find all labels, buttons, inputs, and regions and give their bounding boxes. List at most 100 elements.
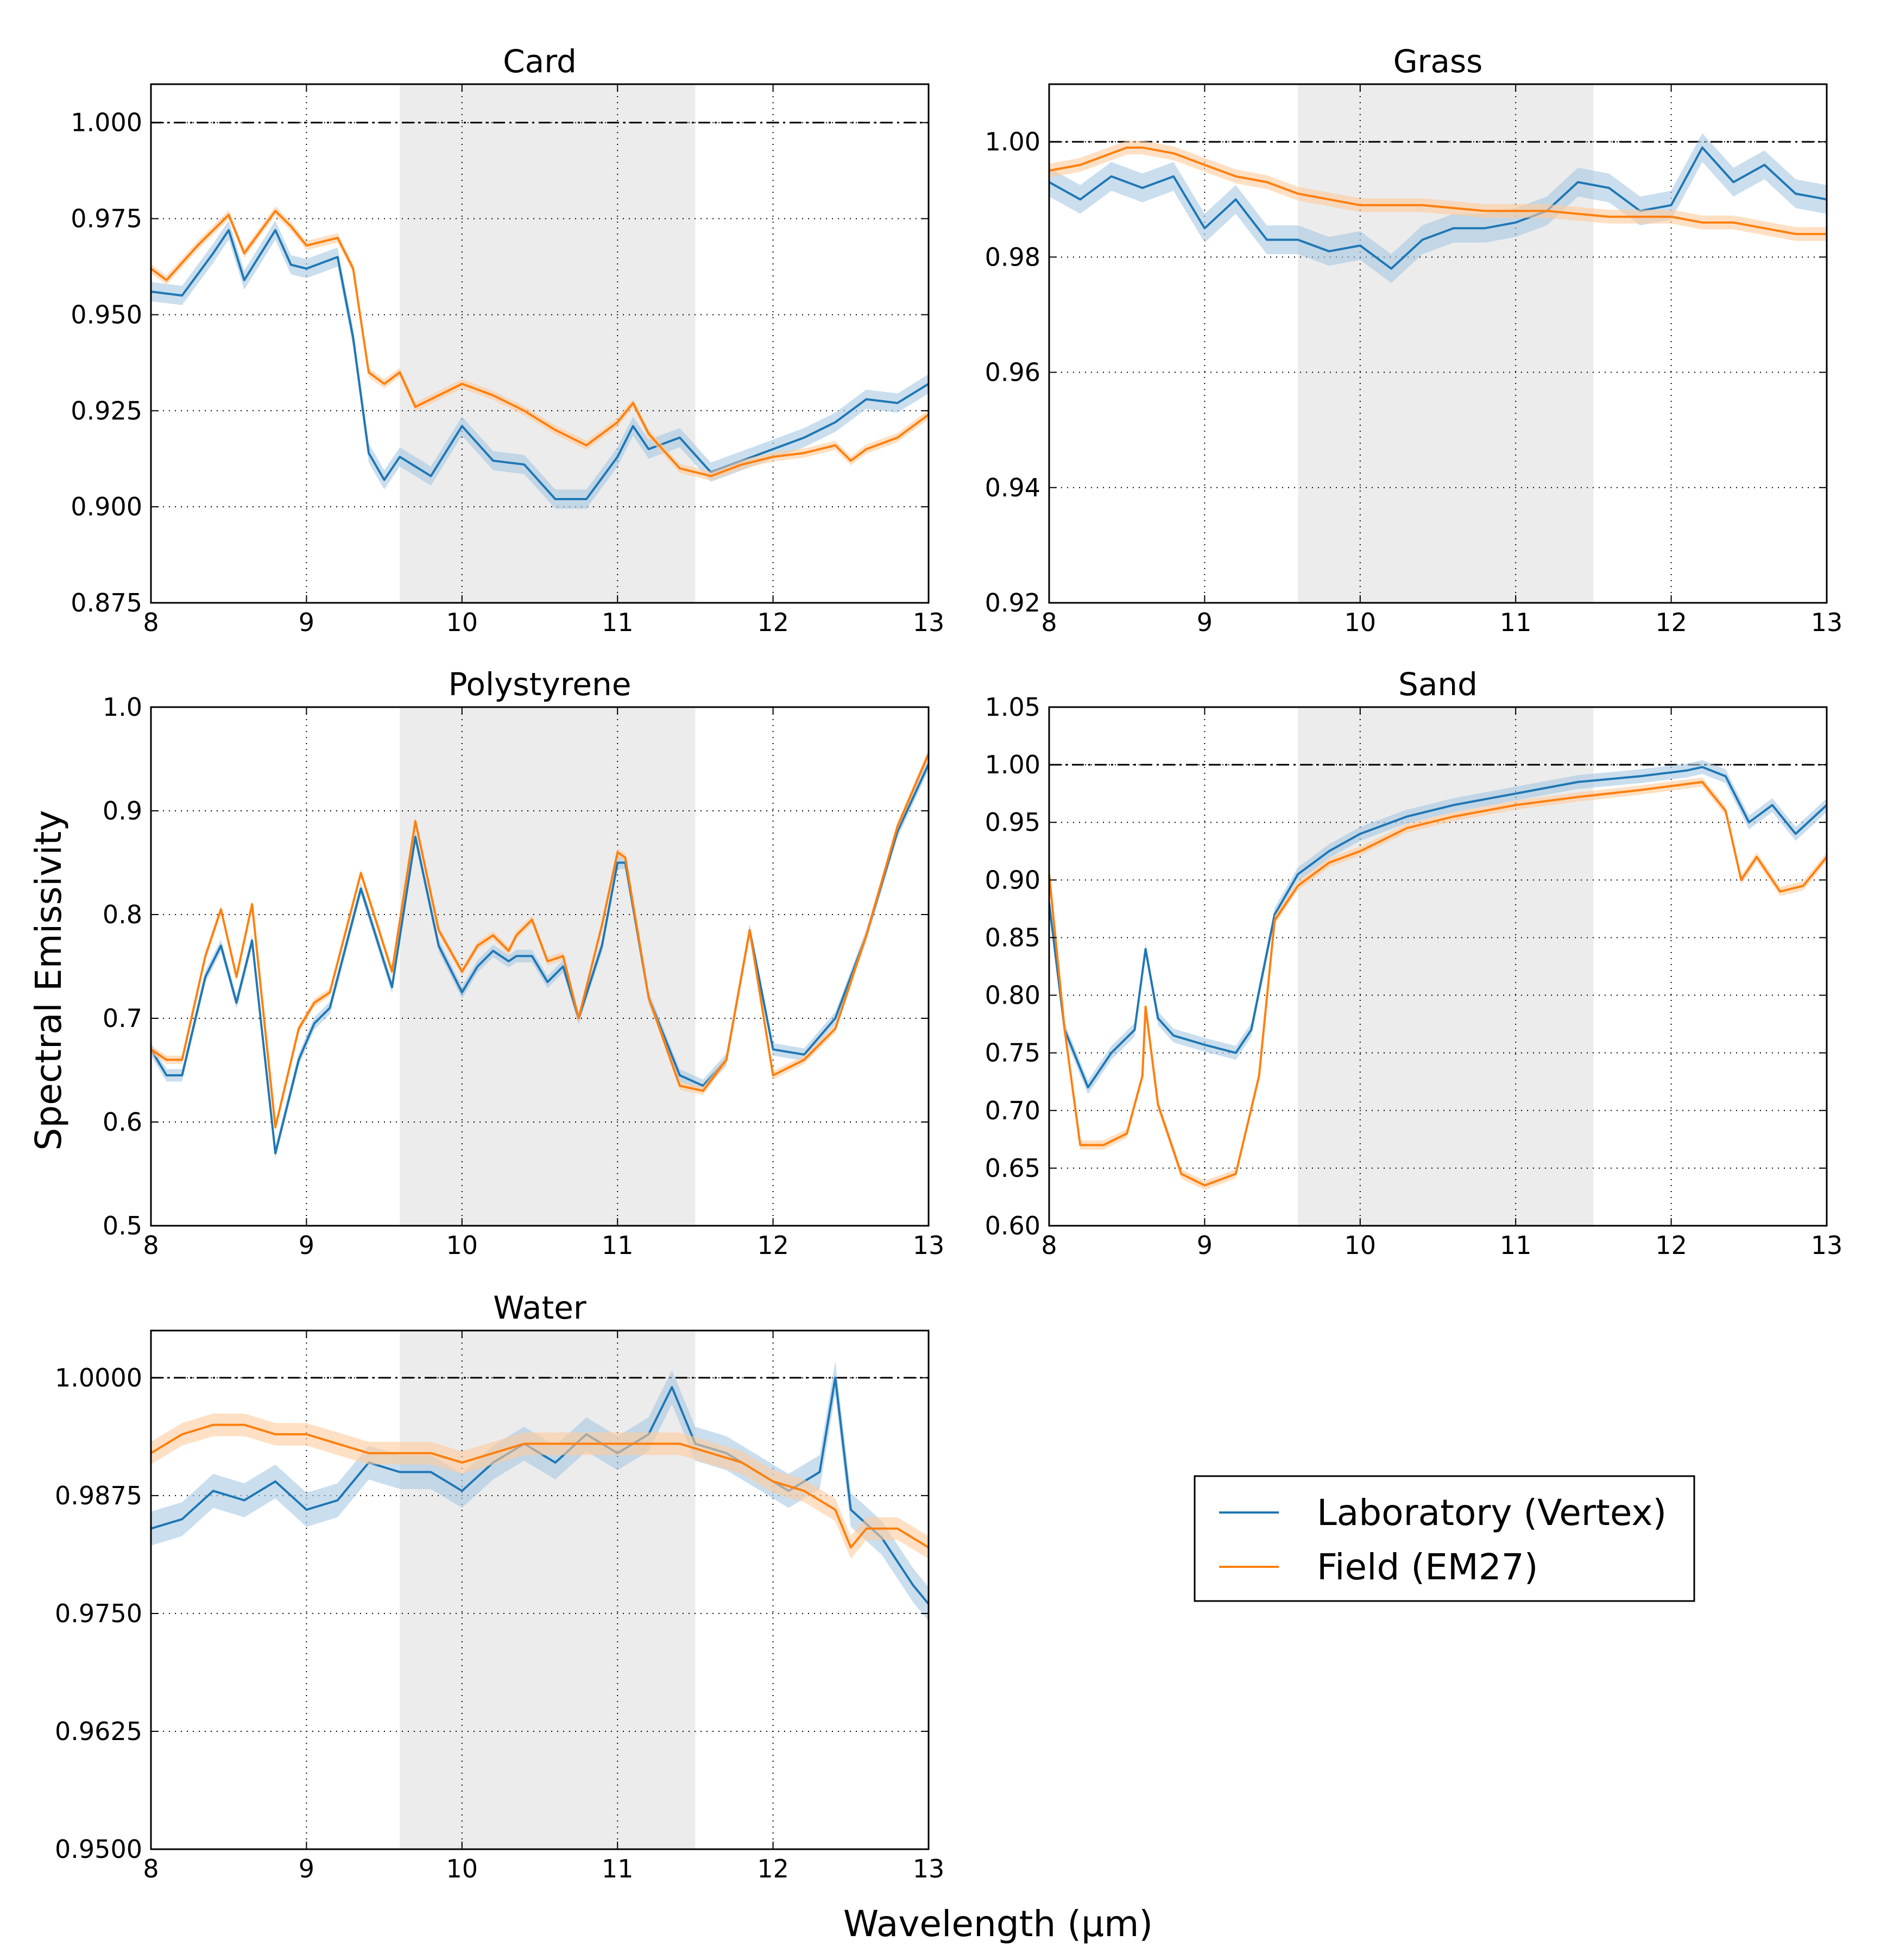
series-line-field <box>1049 146 1827 235</box>
y-tick-label: 0.6 <box>103 1107 142 1137</box>
panel-title: Water <box>493 1289 586 1326</box>
shaded-region <box>400 707 696 1226</box>
plot-frame <box>150 706 930 1227</box>
x-tick-label: 10 <box>446 1231 478 1260</box>
x-tick-label: 13 <box>913 1854 945 1883</box>
x-tick-label: 12 <box>1655 1231 1687 1260</box>
x-tick-label: 9 <box>1197 608 1213 637</box>
panel-grass: 8 9 10 11 12 13 0.92 0.94 0.96 0.98 1.00 Grass <box>985 43 1843 637</box>
x-tick-label: 9 <box>299 608 314 637</box>
y-tick-label: 0.5 <box>103 1211 142 1240</box>
y-tick-label: 1.00 <box>985 127 1040 156</box>
y-tick-label: 0.8 <box>103 900 142 929</box>
panel-card: 8 9 10 11 12 13 0.875 0.900 0.925 0.950 0.975 1.000… <box>71 43 944 637</box>
x-tick-label: 10 <box>1345 1231 1377 1260</box>
x-tick-label: 8 <box>143 608 159 637</box>
y-tick-label: 0.70 <box>985 1096 1040 1125</box>
plot-frame <box>1048 706 1828 1227</box>
series-line-laboratory <box>1049 146 1827 270</box>
y-tick-label: 0.65 <box>985 1154 1040 1183</box>
shaded-region <box>400 84 696 603</box>
legend-label-laboratory: Laboratory (Vertex) <box>1317 1492 1667 1534</box>
series-group <box>1049 760 1827 1190</box>
x-tick-label: 11 <box>602 608 634 637</box>
legend: Laboratory (Vertex) Field (EM27) <box>1194 1475 1695 1602</box>
y-tick-label: 1.0 <box>103 692 142 722</box>
panel-title: Sand <box>1398 666 1478 703</box>
x-tick-label: 11 <box>602 1854 634 1883</box>
y-tick-label: 1.000 <box>71 108 142 137</box>
series-band-laboratory <box>1049 133 1827 283</box>
panel-polystyrene: 8 9 10 11 12 13 0.5 0.6 0.7 0.8 0.9 1.0 Polystyrene <box>103 666 944 1260</box>
y-tick-label: 1.05 <box>985 692 1040 722</box>
series-group <box>1049 133 1827 283</box>
y-tick-label: 0.96 <box>985 358 1040 387</box>
x-tick-label: 8 <box>1041 1231 1057 1260</box>
y-tick-label: 0.875 <box>71 588 142 617</box>
x-tick-label: 12 <box>757 1231 789 1260</box>
x-tick-label: 11 <box>602 1231 634 1260</box>
series-line-field <box>1049 780 1827 1187</box>
legend-label-field: Field (EM27) <box>1317 1546 1538 1588</box>
x-tick-label: 8 <box>143 1854 159 1883</box>
series-line-field <box>151 753 929 1129</box>
y-tick-label: 0.975 <box>71 204 142 234</box>
series-band-field <box>151 1413 929 1559</box>
x-axis-label: Wavelength (μm) <box>843 1903 1153 1945</box>
plot-frame <box>1048 83 1828 604</box>
x-tick-label: 10 <box>446 1854 478 1883</box>
plot-frame <box>150 83 930 604</box>
panel-water: 8 9 10 11 12 13 0.9500 0.9625 0.9750 0.9875 1.0000… <box>55 1289 944 1883</box>
x-tick-label: 12 <box>1655 608 1687 637</box>
y-tick-label: 0.90 <box>985 865 1040 894</box>
x-tick-label: 9 <box>1197 1231 1213 1260</box>
x-tick-label: 10 <box>446 608 478 637</box>
x-tick-label: 13 <box>913 1231 945 1260</box>
y-tick-label: 1.00 <box>985 750 1040 779</box>
y-tick-label: 0.60 <box>985 1211 1040 1240</box>
series-line-laboratory <box>1049 766 1827 1089</box>
legend-box <box>1194 1475 1695 1602</box>
x-tick-label: 8 <box>1041 608 1057 637</box>
plot-frame <box>150 1329 930 1850</box>
x-tick-label: 11 <box>1500 1231 1532 1260</box>
y-tick-label: 0.900 <box>71 492 142 521</box>
shaded-region <box>400 1331 696 1849</box>
x-tick-label: 12 <box>757 1854 789 1883</box>
panel-sand: 8 9 10 11 12 13 0.60 0.65 0.70 0.75 0.80 0.85 0.90 0.… <box>985 666 1843 1260</box>
x-tick-label: 12 <box>757 608 789 637</box>
y-tick-label: 0.95 <box>985 808 1040 837</box>
y-tick-label: 0.85 <box>985 923 1040 952</box>
panel-title: Polystyrene <box>449 666 632 703</box>
y-tick-label: 0.9875 <box>55 1481 142 1510</box>
y-tick-label: 0.80 <box>985 981 1040 1010</box>
series-group <box>151 1360 929 1621</box>
series-line-laboratory <box>151 229 929 500</box>
y-tick-label: 0.950 <box>71 300 142 329</box>
series-line-field <box>151 210 929 477</box>
y-axis-label: Spectral Emissivity <box>28 810 70 1150</box>
series-line-field <box>151 1423 929 1549</box>
x-tick-label: 10 <box>1345 608 1377 637</box>
x-tick-label: 9 <box>299 1854 314 1883</box>
shaded-region <box>1298 84 1594 603</box>
y-tick-label: 0.94 <box>985 473 1040 502</box>
y-tick-label: 0.9750 <box>55 1599 142 1628</box>
y-tick-label: 1.0000 <box>55 1363 142 1392</box>
series-group <box>151 749 929 1159</box>
series-group <box>151 206 929 509</box>
x-tick-label: 8 <box>143 1231 159 1260</box>
y-tick-label: 0.92 <box>985 588 1040 617</box>
y-tick-label: 0.9625 <box>55 1717 142 1746</box>
panel-title: Card <box>503 43 577 80</box>
y-tick-label: 0.925 <box>71 396 142 425</box>
x-tick-label: 11 <box>1500 608 1532 637</box>
y-tick-label: 0.9500 <box>55 1835 142 1864</box>
y-tick-label: 0.98 <box>985 242 1040 272</box>
panel-title: Grass <box>1393 43 1483 80</box>
y-tick-label: 0.7 <box>103 1004 142 1033</box>
x-tick-label: 9 <box>299 1231 314 1260</box>
panels: 8 9 10 11 12 130.8750.9000.9250.9500.9751.000… <box>55 43 1842 1883</box>
